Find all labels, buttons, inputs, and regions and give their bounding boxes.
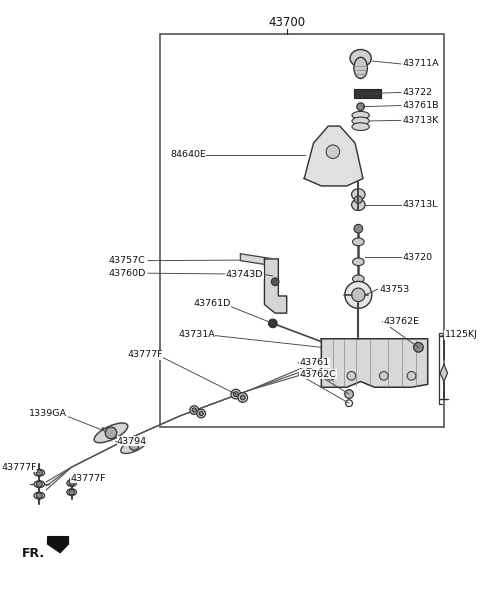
Text: 43753: 43753: [379, 285, 409, 294]
Circle shape: [414, 343, 423, 352]
Text: 43743D: 43743D: [226, 270, 263, 279]
Text: 43760D: 43760D: [108, 269, 146, 278]
Bar: [354, 89, 381, 98]
Circle shape: [231, 390, 240, 399]
Ellipse shape: [246, 270, 255, 276]
Polygon shape: [48, 537, 69, 552]
Text: 43713L: 43713L: [402, 200, 438, 209]
Polygon shape: [321, 339, 428, 387]
Circle shape: [355, 196, 362, 204]
Circle shape: [326, 372, 335, 380]
Circle shape: [379, 372, 388, 380]
Circle shape: [197, 409, 205, 418]
Text: 84640E: 84640E: [170, 150, 206, 159]
Polygon shape: [440, 365, 447, 381]
Circle shape: [407, 372, 416, 380]
Ellipse shape: [67, 480, 76, 487]
Circle shape: [345, 390, 353, 398]
Ellipse shape: [34, 492, 45, 499]
Circle shape: [357, 103, 364, 111]
Circle shape: [69, 480, 74, 486]
Text: 1339GA: 1339GA: [29, 409, 67, 418]
Circle shape: [351, 288, 365, 301]
Polygon shape: [240, 254, 277, 266]
Text: 43777F: 43777F: [127, 350, 163, 359]
Ellipse shape: [121, 437, 147, 453]
Text: 43761: 43761: [300, 358, 330, 367]
Circle shape: [326, 145, 340, 159]
Circle shape: [346, 400, 352, 407]
Circle shape: [345, 281, 372, 308]
Circle shape: [240, 395, 245, 400]
Circle shape: [190, 406, 199, 414]
Circle shape: [268, 319, 277, 328]
Text: 43731A: 43731A: [178, 330, 215, 339]
Text: 1125KJ: 1125KJ: [445, 330, 478, 339]
Circle shape: [271, 278, 279, 285]
Bar: [159, 34, 444, 427]
Text: 43713K: 43713K: [402, 116, 439, 125]
Ellipse shape: [352, 238, 364, 246]
Ellipse shape: [351, 189, 365, 200]
Text: 43762C: 43762C: [300, 369, 336, 379]
Circle shape: [129, 440, 139, 451]
Polygon shape: [304, 126, 363, 186]
Text: 43722: 43722: [402, 88, 432, 97]
Ellipse shape: [94, 423, 128, 443]
Ellipse shape: [352, 258, 364, 266]
Circle shape: [36, 481, 42, 487]
Circle shape: [199, 411, 203, 416]
Text: 43711A: 43711A: [402, 59, 439, 69]
Ellipse shape: [352, 275, 364, 283]
Text: 43720: 43720: [402, 253, 432, 262]
Ellipse shape: [354, 57, 367, 79]
Text: 43700: 43700: [268, 16, 305, 29]
Ellipse shape: [352, 117, 369, 125]
Circle shape: [233, 392, 238, 397]
Ellipse shape: [67, 489, 76, 496]
Circle shape: [69, 490, 74, 495]
Text: 43761D: 43761D: [193, 300, 231, 308]
Ellipse shape: [352, 123, 369, 130]
Text: 43777F: 43777F: [1, 462, 37, 472]
Ellipse shape: [34, 469, 45, 476]
Ellipse shape: [352, 111, 369, 119]
Circle shape: [192, 408, 196, 412]
Circle shape: [36, 470, 42, 475]
Text: 43762E: 43762E: [384, 317, 420, 326]
Text: 43794: 43794: [117, 437, 147, 446]
Ellipse shape: [34, 481, 45, 488]
Circle shape: [105, 427, 117, 439]
Ellipse shape: [350, 50, 371, 67]
Text: 43757C: 43757C: [108, 256, 145, 265]
Text: 43761B: 43761B: [402, 101, 439, 110]
Circle shape: [347, 372, 356, 380]
Ellipse shape: [351, 199, 365, 211]
Polygon shape: [264, 259, 287, 313]
Circle shape: [36, 493, 42, 498]
Text: 43777F: 43777F: [71, 474, 106, 483]
Circle shape: [238, 392, 248, 403]
Circle shape: [354, 224, 363, 233]
Text: FR.: FR.: [22, 547, 45, 560]
